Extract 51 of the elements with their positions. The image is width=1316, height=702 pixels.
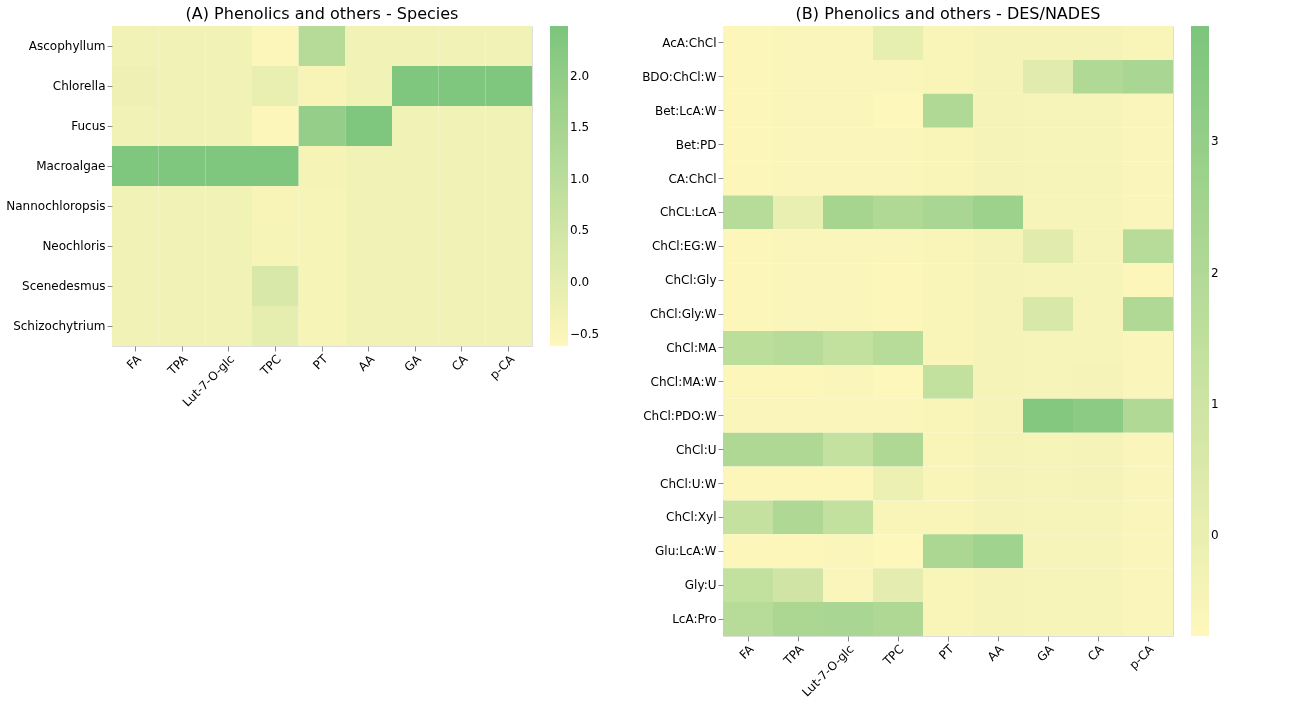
y-tick-label: Bet:LcA:W bbox=[654, 103, 717, 118]
y-tick-label: Schizochytrium bbox=[13, 319, 106, 333]
y-tick-label: ChCl:U:W bbox=[660, 476, 717, 491]
x-tick-label: CA bbox=[448, 351, 472, 374]
chart-title: (A) Phenolics and others - Species bbox=[185, 4, 459, 23]
y-tick-label: ChCl:Gly bbox=[665, 273, 717, 288]
y-tick-label: Glu:LcA:W bbox=[655, 544, 717, 559]
color-bar-label: 3 bbox=[1211, 134, 1219, 149]
y-tick-label: ChCl:PDO:W bbox=[643, 408, 717, 423]
y-tick-label: Ascophyllum bbox=[28, 39, 106, 53]
y-tick-label: CA:ChCl bbox=[668, 171, 717, 186]
x-tick-label: FA bbox=[736, 641, 758, 662]
x-tick-label: PT bbox=[936, 641, 957, 663]
y-tick-label: Fucus bbox=[71, 119, 106, 133]
x-tick-label: FA bbox=[124, 351, 145, 372]
y-tick-label: LcA:Pro bbox=[672, 612, 717, 627]
y-tick-label: Chlorella bbox=[52, 79, 106, 93]
y-tick-label: Neochloris bbox=[42, 239, 106, 253]
x-tick-label: GA bbox=[401, 351, 425, 375]
color-bar-label: 2.0 bbox=[570, 68, 590, 83]
color-bar-label: 0 bbox=[1211, 527, 1219, 542]
y-tick-label: Bet:PD bbox=[675, 137, 717, 152]
y-tick-label: ChCl:Xyl bbox=[666, 510, 717, 525]
y-tick-label: Scenedesmus bbox=[22, 279, 106, 293]
color-bar-label: 1.0 bbox=[570, 171, 590, 186]
x-tick-label: PT bbox=[310, 351, 331, 373]
y-tick-label: Gly:U bbox=[684, 578, 717, 593]
y-tick-label: AcA:ChCl bbox=[662, 35, 717, 50]
color-bar-label: 1.5 bbox=[570, 120, 590, 135]
y-tick-label: ChCl:EG:W bbox=[651, 239, 717, 254]
color-bar-label: −0.5 bbox=[570, 326, 600, 341]
x-tick-label: AA bbox=[984, 641, 1008, 664]
y-tick-label: ChCL:LcA bbox=[659, 205, 718, 220]
y-tick-label: ChCl:Gly:W bbox=[649, 307, 717, 322]
color-bar-label: 1 bbox=[1211, 396, 1219, 411]
x-tick-label: AA bbox=[355, 351, 378, 374]
x-tick-label: CA bbox=[1084, 641, 1108, 664]
y-tick-label: BDO:ChCl:W bbox=[642, 69, 717, 84]
chart-title: (B) Phenolics and others - DES/NADES bbox=[795, 4, 1101, 23]
x-tick-label: TPC bbox=[879, 642, 907, 669]
color-bar-label: 2 bbox=[1211, 265, 1219, 280]
y-tick-label: ChCl:U bbox=[675, 442, 717, 457]
y-tick-label: ChCl:MA bbox=[666, 340, 718, 355]
x-tick-label: GA bbox=[1034, 641, 1058, 665]
color-bar-label: 0.5 bbox=[570, 223, 590, 238]
x-tick-label: TPA bbox=[780, 641, 808, 669]
y-tick-label: Nannochloropsis bbox=[6, 199, 106, 213]
y-tick-label: Macroalgae bbox=[36, 159, 106, 173]
y-tick-label: ChCl:MA:W bbox=[650, 374, 717, 389]
color-bar-label: 0.0 bbox=[570, 275, 590, 289]
x-tick-label: TPC bbox=[256, 352, 284, 379]
